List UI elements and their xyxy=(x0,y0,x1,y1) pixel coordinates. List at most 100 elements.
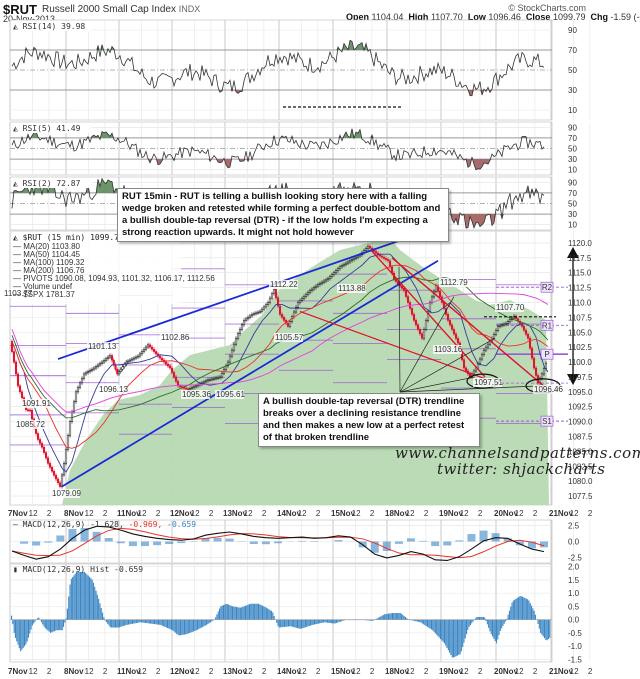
candle-up xyxy=(312,287,316,290)
hist-bar xyxy=(308,619,310,627)
hist-bar xyxy=(427,619,429,627)
hist-bar xyxy=(382,614,384,620)
x-tick: 2 xyxy=(533,667,538,676)
price-y-tick: 1102.5 xyxy=(568,343,592,352)
hist-bar xyxy=(367,619,369,621)
candle-up xyxy=(72,401,76,412)
candle-up xyxy=(106,356,110,360)
hist-bar xyxy=(404,617,406,620)
candle-down xyxy=(48,463,52,468)
x-tick: 12 xyxy=(138,509,147,518)
y-tick: 70 xyxy=(568,46,577,55)
candle-down xyxy=(184,387,188,390)
legend-item: — MA(200) 1106.76 xyxy=(13,266,85,275)
price-label-bg xyxy=(181,390,210,399)
macd-hist-bar xyxy=(20,541,29,544)
hist-label: ▮ MACD(12,26,9) Hist -0.659 xyxy=(13,565,143,574)
candle-down xyxy=(150,346,154,350)
hist-bar xyxy=(524,598,526,620)
x-tick: 12 xyxy=(570,509,579,518)
hist-bar xyxy=(337,619,339,623)
candle-up xyxy=(496,326,500,331)
candle-up xyxy=(212,378,216,380)
dtr-fan-line xyxy=(399,296,455,393)
hist-bar xyxy=(260,605,262,620)
hist-bar xyxy=(207,619,209,625)
hist-bar xyxy=(165,619,167,628)
candle-up xyxy=(484,346,488,351)
hist-bar xyxy=(243,606,245,620)
hist-bar xyxy=(468,619,470,627)
x-tick: 12 xyxy=(460,667,469,676)
hist-bar xyxy=(284,619,286,627)
price-annotation: 1103.16 xyxy=(434,345,463,354)
macd-hist-bar xyxy=(503,538,512,542)
hist-bar xyxy=(133,619,135,624)
hist-bar xyxy=(181,619,183,635)
x-tick: 2 xyxy=(370,509,375,518)
hist-bar xyxy=(90,578,92,620)
hist-bar xyxy=(436,619,438,635)
candle-up xyxy=(100,361,104,364)
hist-bar xyxy=(209,619,211,623)
macd-y-tick: -2.5 xyxy=(568,553,582,562)
hist-bar xyxy=(89,576,91,620)
price-y-tick: 1092.5 xyxy=(568,403,593,412)
hist-bar xyxy=(368,619,370,621)
hist-bar xyxy=(419,619,421,623)
hist-bar xyxy=(18,619,20,649)
hist-bar xyxy=(299,619,301,629)
hist-bar xyxy=(477,616,479,620)
candle-up xyxy=(240,324,244,330)
hist-bar xyxy=(52,619,54,632)
hist-bar xyxy=(96,594,98,620)
hist-y-tick: -1.5 xyxy=(568,655,582,664)
price-y-tick: 1082.5 xyxy=(568,462,593,471)
hist-bar xyxy=(150,619,152,624)
hist-bar xyxy=(316,619,318,624)
hist-bar xyxy=(421,619,423,624)
hist-bar xyxy=(272,612,274,620)
price-y-tick: 1077.5 xyxy=(568,492,593,501)
x-tick-day: 21Nov xyxy=(549,667,574,676)
candle-down xyxy=(178,385,182,388)
y-tick: 90 xyxy=(568,178,577,187)
ohlc-summary: Open 1104.04 High 1107.70 Low 1096.46 Cl… xyxy=(346,12,640,22)
x-tick: 12 xyxy=(191,667,200,676)
hist-bar xyxy=(497,619,499,640)
candle-down xyxy=(30,410,34,420)
hist-bar xyxy=(520,596,522,620)
hist-bar xyxy=(451,619,453,658)
hist-bar xyxy=(508,610,510,620)
macd-hist-bar xyxy=(116,541,125,544)
hist-bar xyxy=(66,608,68,620)
candle-up xyxy=(250,314,254,317)
candle-down xyxy=(414,320,418,326)
hist-bar xyxy=(68,596,70,620)
dtr-fan-line xyxy=(398,266,401,393)
hist-bar xyxy=(118,619,120,628)
macd-series xyxy=(10,525,552,562)
x-tick-day: 13Nov xyxy=(223,667,248,676)
hist-bar xyxy=(525,598,527,620)
candle-up xyxy=(478,358,482,364)
hist-bar xyxy=(252,603,254,620)
hist-bar xyxy=(282,619,284,628)
candle-up xyxy=(288,321,292,327)
hist-y-tick: 0.5 xyxy=(568,602,580,611)
hist-bar xyxy=(125,619,127,626)
hist-bar xyxy=(388,613,390,620)
x-tick: 12 xyxy=(570,667,579,676)
y-tick: 30 xyxy=(568,155,577,164)
candle-down xyxy=(172,372,176,378)
hist-bar xyxy=(112,619,114,628)
hist-bar xyxy=(195,619,197,631)
candle-up xyxy=(216,377,220,379)
candle-up xyxy=(508,319,512,322)
candle-up xyxy=(134,356,138,359)
candle-up xyxy=(354,256,358,259)
price-label-bg xyxy=(87,342,116,351)
hist-bar xyxy=(460,619,462,652)
rsi5-series xyxy=(10,123,552,171)
hist-bar xyxy=(83,571,85,620)
